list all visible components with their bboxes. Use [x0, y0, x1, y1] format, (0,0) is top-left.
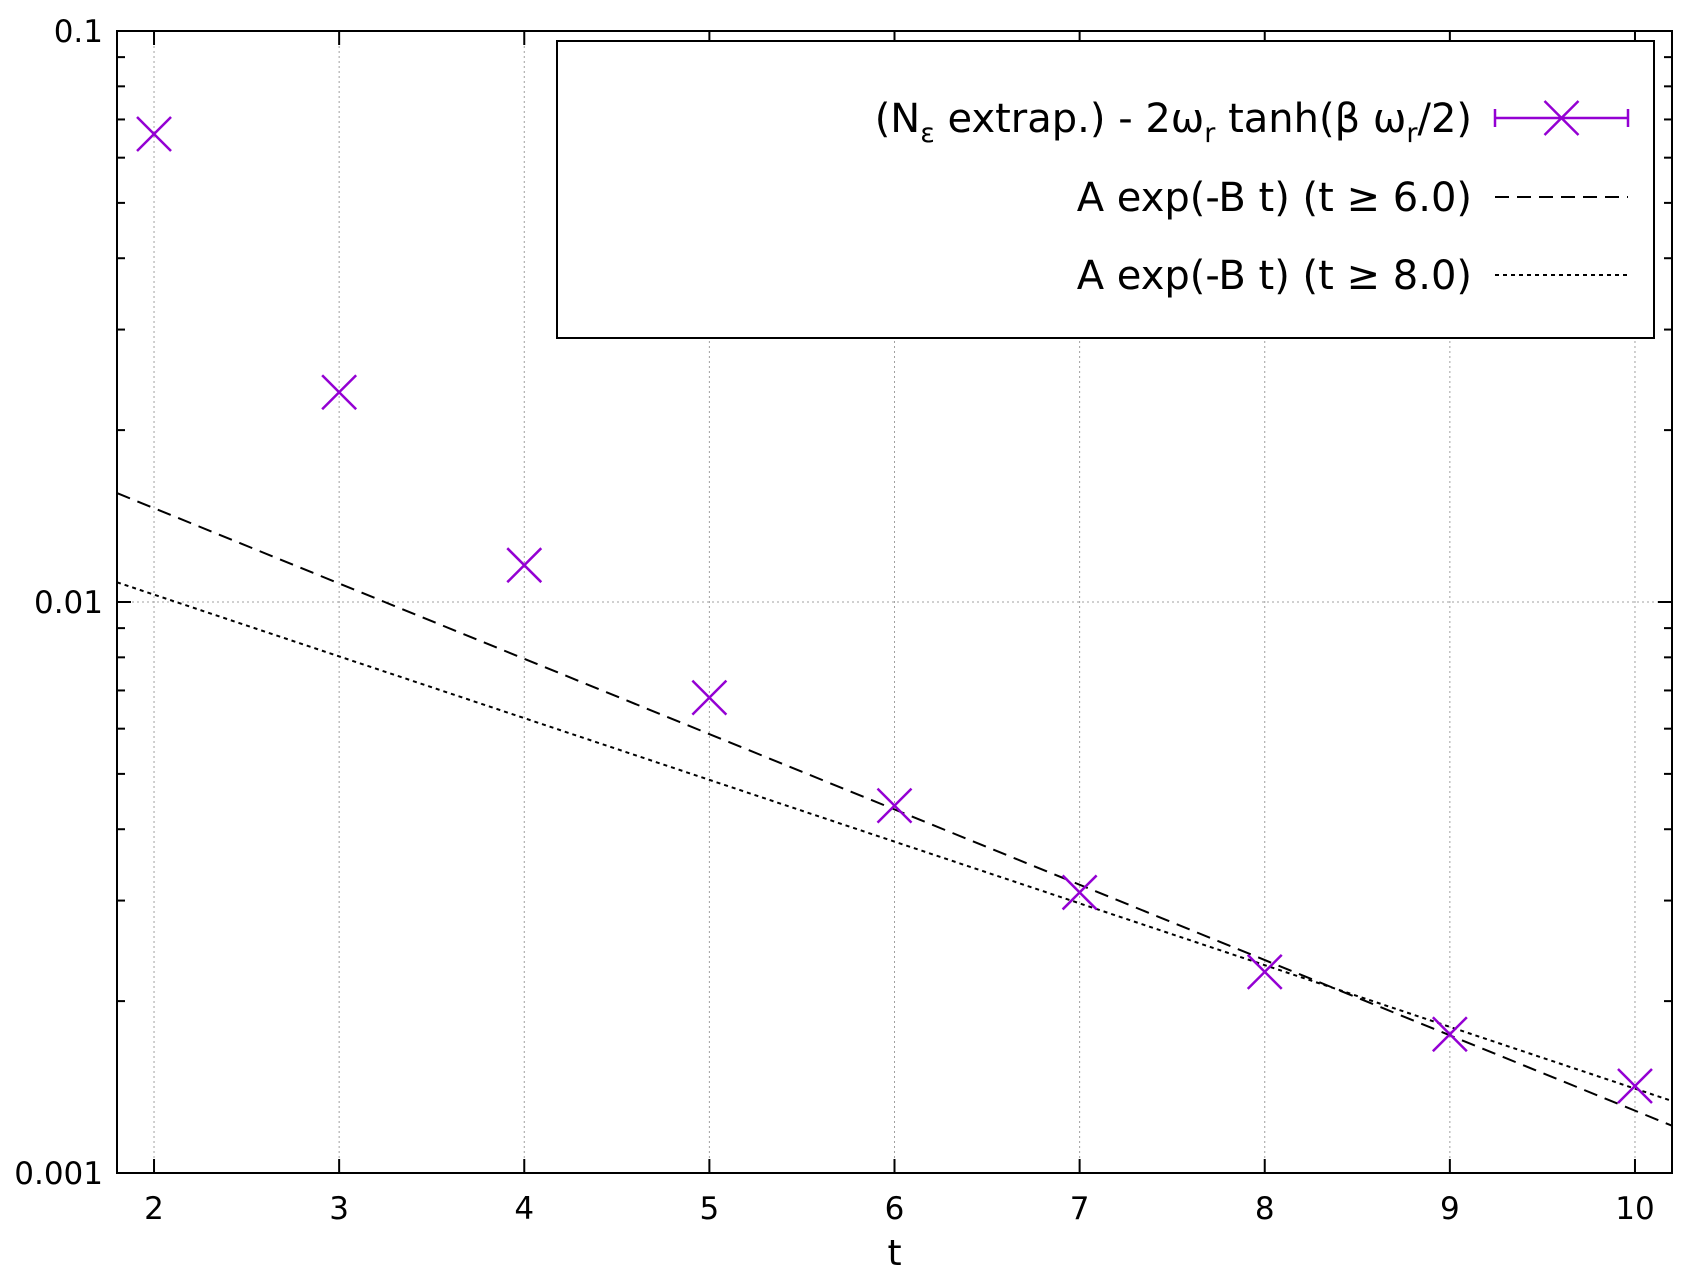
legend-text-part: extrap.) - 2ω — [935, 96, 1204, 142]
data-point — [1617, 1068, 1653, 1104]
data-point — [876, 787, 913, 824]
data-point-stroke — [1617, 1068, 1653, 1104]
x-tick-label-2: 2 — [144, 1191, 164, 1227]
legend: (Nε extrap.) - 2ωr tanh(β ωr/2) A exp(-B… — [556, 40, 1655, 339]
legend-text-part: /2) — [1417, 96, 1472, 142]
data-point-stroke — [321, 374, 358, 411]
legend-sample-marker — [1543, 100, 1580, 136]
fit-line-2 — [116, 581, 1673, 1102]
data-points — [136, 116, 1653, 1104]
legend-label-fit-t8: A exp(-B t) (t ≥ 8.0) — [1077, 253, 1472, 299]
data-point — [321, 374, 358, 411]
data-point — [691, 679, 728, 716]
data-point-stroke — [1246, 954, 1283, 990]
legend-label-series-1: (Nε extrap.) - 2ωr tanh(β ωr/2) — [875, 96, 1472, 149]
y-tick-label-0.01: 0.01 — [34, 585, 103, 621]
data-point-stroke — [876, 787, 913, 824]
legend-label-fit-t6: A exp(-B t) (t ≥ 6.0) — [1077, 175, 1472, 221]
fit-lines — [116, 492, 1673, 1127]
legend-subscript: r — [1204, 118, 1216, 149]
data-point — [1431, 1016, 1468, 1053]
y-tick-label-0.1: 0.1 — [54, 14, 103, 50]
x-tick-label-8: 8 — [1255, 1191, 1275, 1227]
legend-box — [556, 40, 1655, 339]
data-point — [136, 116, 172, 152]
legend-text-part: tanh(β ω — [1215, 96, 1406, 142]
x-tick-label-5: 5 — [700, 1191, 720, 1227]
data-point-stroke — [1431, 1016, 1468, 1053]
data-point-stroke — [691, 679, 728, 716]
x-tick-label-3: 3 — [329, 1191, 349, 1227]
x-axis-title: t — [887, 1233, 901, 1267]
x-tick-label-6: 6 — [885, 1191, 905, 1227]
legend-subscript: r — [1406, 118, 1418, 149]
data-point-stroke — [1061, 874, 1098, 911]
x-tick-label-9: 9 — [1440, 1191, 1460, 1227]
x-tick-label-7: 7 — [1070, 1191, 1090, 1227]
data-point — [1246, 954, 1283, 990]
fit-line-1 — [116, 492, 1673, 1127]
legend-sample-series-1 — [1493, 100, 1630, 136]
x-tick-label-4: 4 — [514, 1191, 534, 1227]
legend-subscript: ε — [920, 118, 935, 149]
tick-labels: 2 3 4 5 6 7 8 9 10 0.1 0.01 0.001 — [14, 14, 1654, 1227]
data-point-stroke — [506, 547, 543, 584]
legend-text-part: (N — [875, 96, 921, 142]
data-point-stroke — [136, 116, 172, 152]
y-tick-label-0.001: 0.001 — [14, 1156, 103, 1192]
data-point — [1061, 874, 1098, 911]
data-point — [506, 547, 543, 584]
x-tick-label-10: 10 — [1615, 1191, 1654, 1227]
